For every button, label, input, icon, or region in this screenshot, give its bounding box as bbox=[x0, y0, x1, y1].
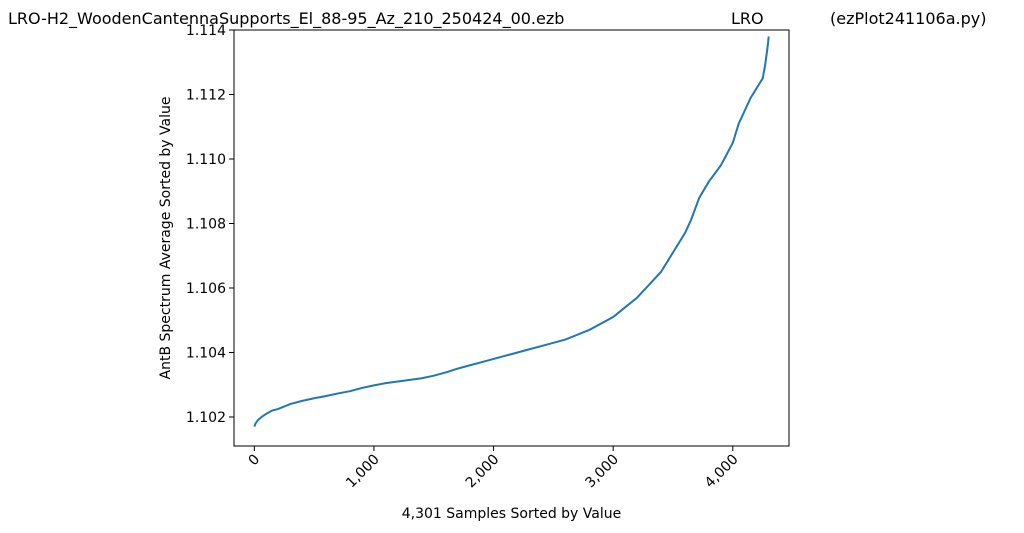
y-tick-label: 1.110 bbox=[186, 152, 226, 168]
y-axis-ticks: 1.102 1.104 1.106 1.108 1.110 1.112 1.114 bbox=[186, 23, 234, 426]
plot-frame bbox=[233, 29, 790, 447]
x-tick-label: 1,000 bbox=[343, 452, 383, 492]
y-tick-label: 1.114 bbox=[186, 23, 226, 39]
y-tick-label: 1.108 bbox=[186, 216, 226, 232]
x-axis-label: 4,301 Samples Sorted by Value bbox=[402, 506, 621, 522]
header-title-left: LRO-H2_WoodenCantennaSupports_El_88-95_A… bbox=[8, 9, 565, 28]
y-tick-label: 1.112 bbox=[186, 87, 226, 103]
header-title-middle: LRO bbox=[731, 9, 764, 28]
header-title-right: (ezPlot241106a.py) bbox=[830, 9, 987, 28]
y-tick-label: 1.106 bbox=[186, 281, 226, 297]
y-tick-label: 1.104 bbox=[186, 345, 226, 361]
x-tick-label: 2,000 bbox=[463, 452, 503, 492]
x-tick-label: 0 bbox=[246, 452, 264, 470]
y-tick-label: 1.102 bbox=[186, 410, 226, 426]
series-line bbox=[253, 36, 770, 427]
y-axis-label: AntB Spectrum Average Sorted by Value bbox=[158, 97, 174, 380]
x-tick-label: 4,000 bbox=[702, 452, 742, 492]
x-axis-ticks: 0 1,000 2,000 3,000 4,000 bbox=[246, 446, 742, 491]
x-tick-label: 3,000 bbox=[582, 452, 622, 492]
